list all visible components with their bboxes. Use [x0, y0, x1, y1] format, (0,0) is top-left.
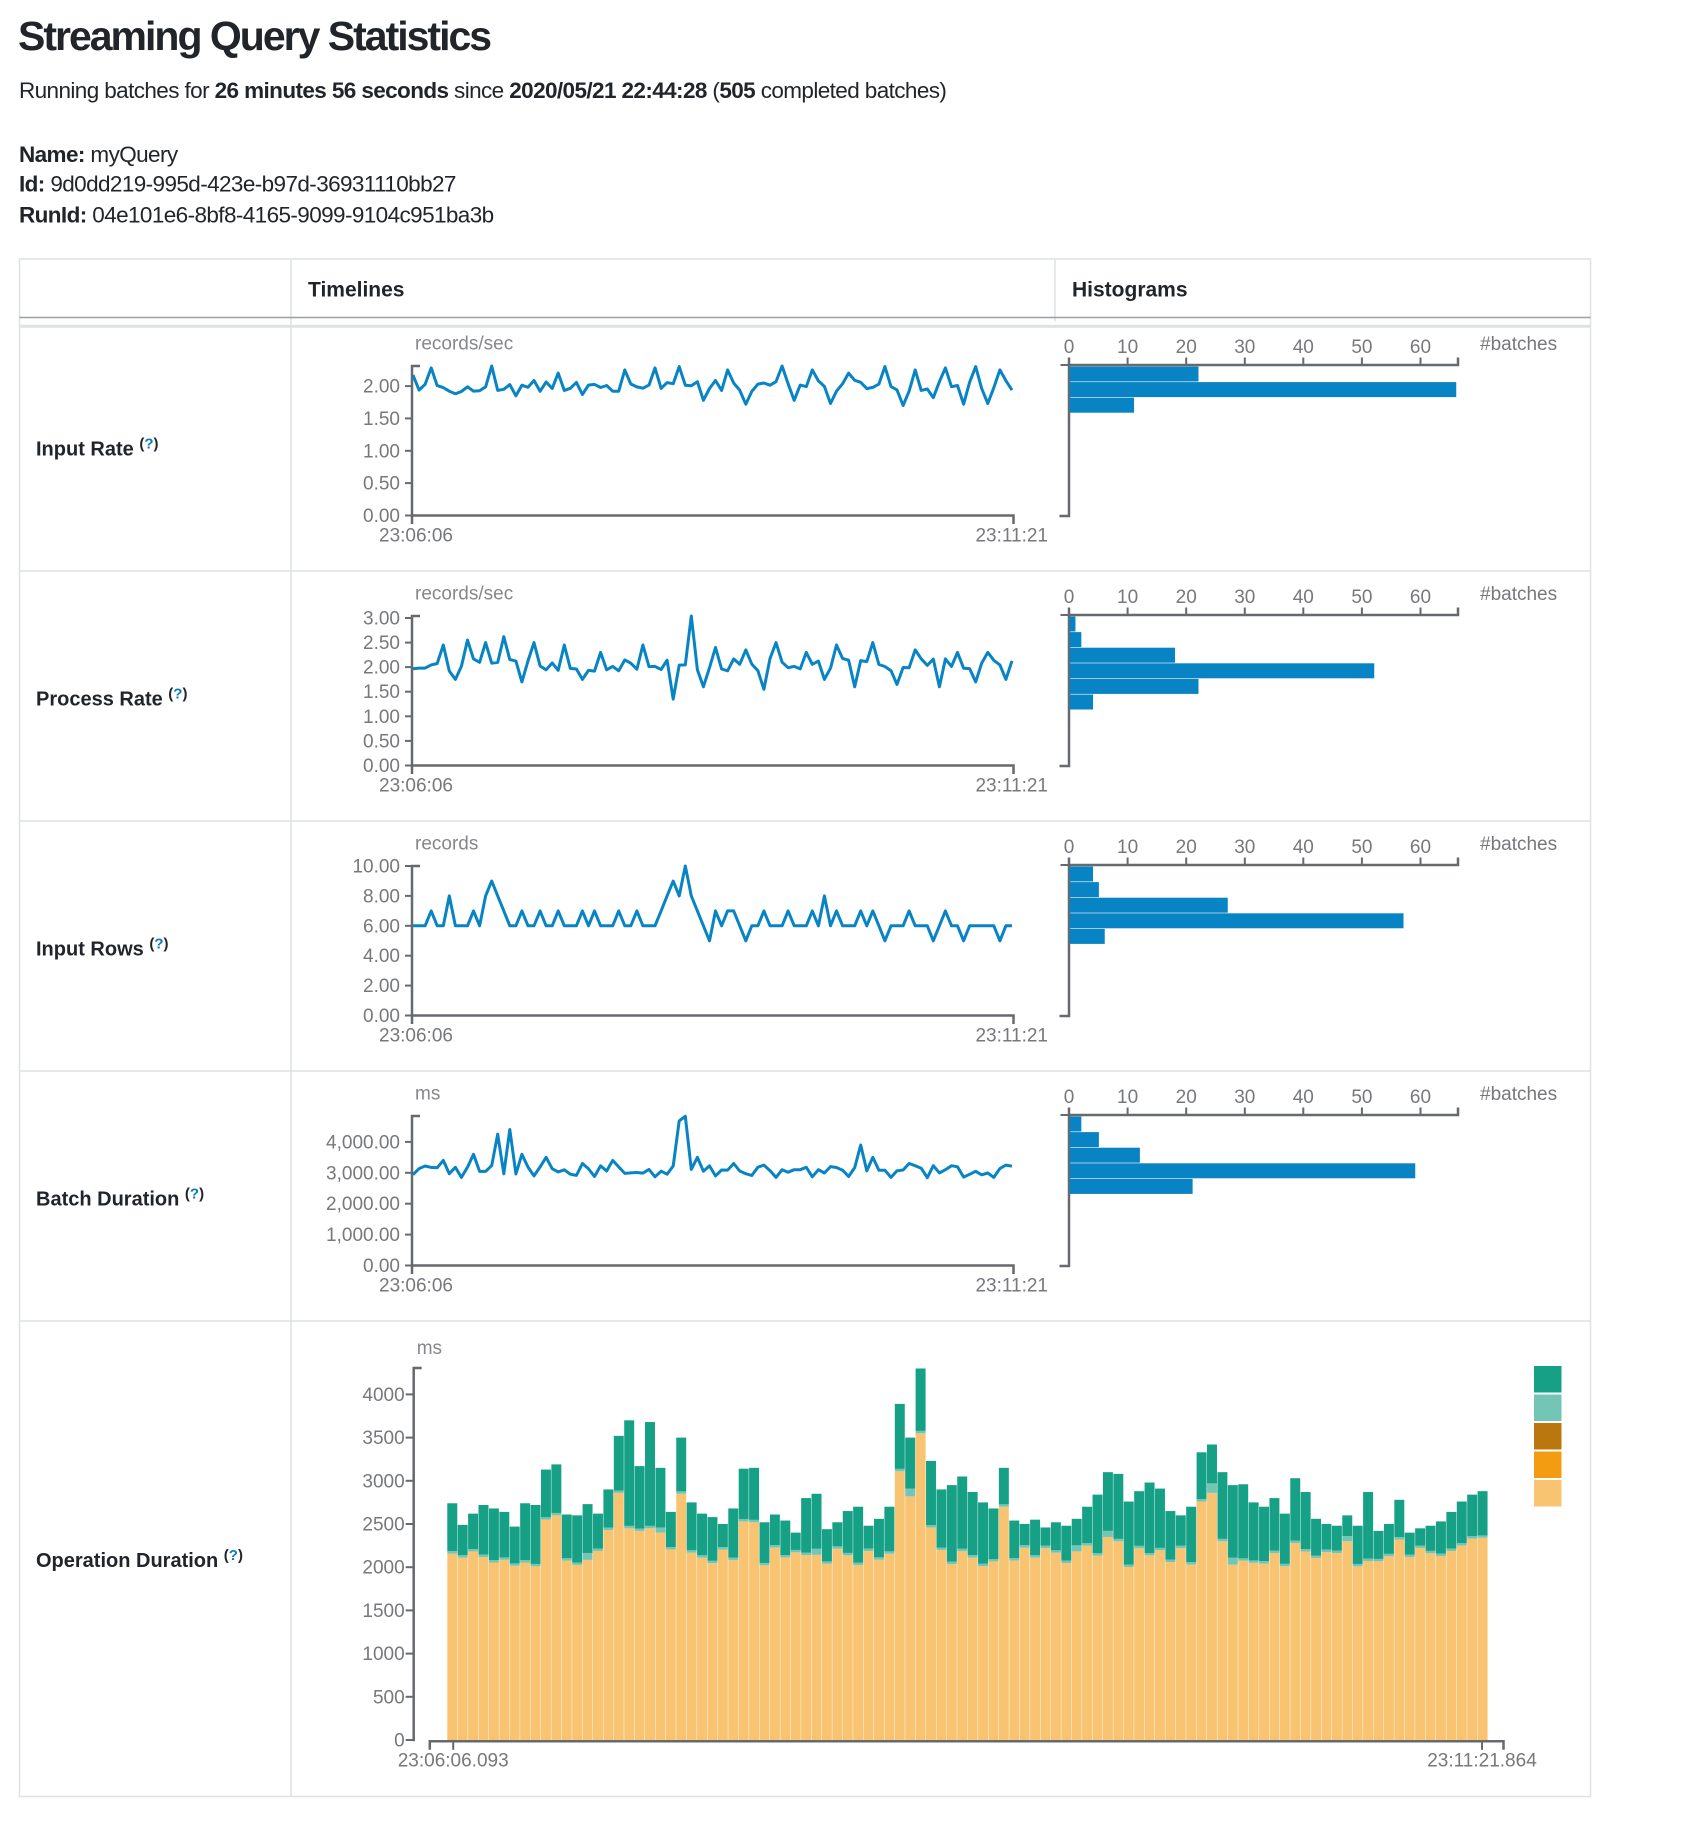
svg-text:20: 20: [1176, 837, 1197, 858]
svg-text:1,000.00: 1,000.00: [326, 1225, 400, 1246]
svg-text:0: 0: [1064, 1087, 1075, 1108]
svg-text:8.00: 8.00: [363, 886, 400, 907]
svg-text:3.00: 3.00: [363, 609, 400, 630]
svg-text:#batches: #batches: [1480, 1084, 1557, 1105]
svg-text:0: 0: [1064, 837, 1075, 858]
svg-text:3000: 3000: [362, 1471, 404, 1492]
svg-text:2000: 2000: [362, 1558, 404, 1579]
svg-text:Running batches for 26 minutes: Running batches for 26 minutes 56 second…: [19, 78, 946, 103]
svg-text:0.00: 0.00: [363, 506, 400, 527]
svg-text:40: 40: [1293, 587, 1314, 608]
svg-text:2.00: 2.00: [363, 976, 400, 997]
svg-text:Streaming Query Statistics: Streaming Query Statistics: [18, 13, 491, 59]
svg-text:0: 0: [394, 1731, 405, 1752]
svg-text:30: 30: [1234, 337, 1255, 358]
svg-text:Timelines: Timelines: [308, 279, 405, 302]
svg-text:3,000.00: 3,000.00: [326, 1163, 400, 1184]
svg-text:1.00: 1.00: [363, 441, 400, 462]
svg-text:40: 40: [1293, 837, 1314, 858]
svg-text:2.00: 2.00: [363, 377, 400, 398]
svg-text:4000: 4000: [362, 1385, 404, 1406]
svg-text:30: 30: [1234, 1087, 1255, 1108]
svg-text:23:06:06: 23:06:06: [379, 1026, 453, 1047]
svg-text:records: records: [415, 834, 478, 855]
svg-text:4.00: 4.00: [363, 946, 400, 967]
svg-text:30: 30: [1234, 587, 1255, 608]
svg-text:23:06:06: 23:06:06: [379, 526, 453, 547]
svg-text:20: 20: [1176, 337, 1197, 358]
svg-text:10: 10: [1117, 1087, 1138, 1108]
svg-text:2500: 2500: [362, 1515, 404, 1536]
svg-text:50: 50: [1351, 837, 1372, 858]
svg-text:0: 0: [1064, 587, 1075, 608]
svg-text:60: 60: [1410, 337, 1431, 358]
svg-text:3500: 3500: [362, 1428, 404, 1449]
svg-text:60: 60: [1410, 587, 1431, 608]
svg-text:23:11:21: 23:11:21: [975, 776, 1048, 797]
svg-text:60: 60: [1410, 1087, 1431, 1108]
svg-text:0.50: 0.50: [363, 731, 400, 752]
svg-text:1500: 1500: [362, 1601, 404, 1622]
svg-text:1.00: 1.00: [363, 707, 400, 728]
svg-text:60: 60: [1410, 837, 1431, 858]
svg-text:30: 30: [1234, 837, 1255, 858]
svg-text:#batches: #batches: [1480, 334, 1557, 355]
svg-text:1.50: 1.50: [363, 409, 400, 430]
svg-text:23:11:21.864: 23:11:21.864: [1427, 1750, 1537, 1771]
svg-text:1000: 1000: [362, 1644, 404, 1665]
svg-text:0.00: 0.00: [363, 756, 400, 777]
svg-text:50: 50: [1351, 337, 1372, 358]
svg-text:23:11:21: 23:11:21: [975, 1276, 1048, 1297]
svg-text:0: 0: [1064, 337, 1075, 358]
svg-text:Name: myQuery: Name: myQuery: [19, 142, 179, 167]
svg-text:records/sec: records/sec: [415, 334, 513, 355]
svg-text:20: 20: [1176, 1087, 1197, 1108]
svg-text:40: 40: [1293, 337, 1314, 358]
svg-text:50: 50: [1351, 1087, 1372, 1108]
svg-text:23:06:06: 23:06:06: [379, 776, 453, 797]
svg-text:Batch Duration (?): Batch Duration (?): [36, 1186, 204, 1211]
svg-text:#batches: #batches: [1480, 834, 1557, 855]
svg-text:Input Rows (?): Input Rows (?): [36, 936, 169, 961]
svg-text:#batches: #batches: [1480, 584, 1557, 605]
svg-text:10: 10: [1117, 587, 1138, 608]
svg-text:Process Rate (?): Process Rate (?): [36, 686, 187, 711]
svg-text:2.50: 2.50: [363, 633, 400, 654]
svg-text:23:06:06: 23:06:06: [379, 1276, 453, 1297]
svg-text:ms: ms: [415, 1084, 440, 1105]
svg-text:0.50: 0.50: [363, 474, 400, 495]
svg-text:0.00: 0.00: [363, 1006, 400, 1027]
svg-text:6.00: 6.00: [363, 916, 400, 937]
svg-text:Input Rate (?): Input Rate (?): [36, 436, 159, 461]
svg-text:500: 500: [373, 1687, 405, 1708]
svg-text:23:06:06.093: 23:06:06.093: [398, 1750, 509, 1771]
svg-text:23:11:21: 23:11:21: [975, 1026, 1048, 1047]
svg-text:10: 10: [1117, 837, 1138, 858]
svg-text:ms: ms: [417, 1338, 442, 1359]
svg-text:Histograms: Histograms: [1072, 279, 1188, 302]
svg-text:Operation Duration (?): Operation Duration (?): [36, 1547, 243, 1572]
svg-text:2,000.00: 2,000.00: [326, 1194, 400, 1215]
svg-text:40: 40: [1293, 1087, 1314, 1108]
svg-text:20: 20: [1176, 587, 1197, 608]
svg-text:10.00: 10.00: [352, 857, 400, 878]
svg-text:4,000.00: 4,000.00: [326, 1132, 400, 1153]
svg-text:Id: 9d0dd219-995d-423e-b97d-36: Id: 9d0dd219-995d-423e-b97d-36931110bb27: [19, 172, 456, 197]
svg-text:23:11:21: 23:11:21: [975, 526, 1048, 547]
svg-text:1.50: 1.50: [363, 682, 400, 703]
svg-text:10: 10: [1117, 337, 1138, 358]
svg-text:2.00: 2.00: [363, 658, 400, 679]
svg-text:records/sec: records/sec: [415, 584, 513, 605]
svg-text:50: 50: [1351, 587, 1372, 608]
svg-text:0.00: 0.00: [363, 1256, 400, 1277]
svg-text:RunId: 04e101e6-8bf8-4165-9099: RunId: 04e101e6-8bf8-4165-9099-9104c951b…: [19, 203, 494, 228]
